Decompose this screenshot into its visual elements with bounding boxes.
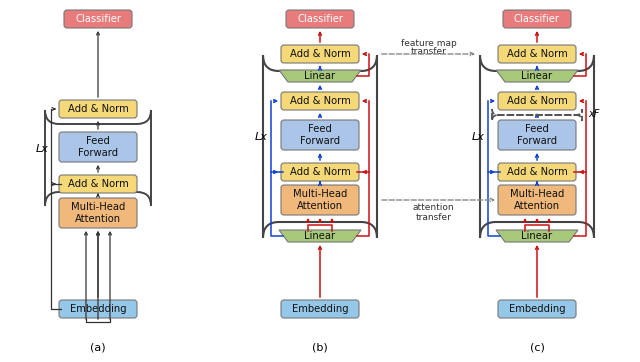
Text: Embedding: Embedding — [292, 304, 348, 314]
FancyBboxPatch shape — [281, 120, 359, 150]
FancyBboxPatch shape — [498, 120, 576, 150]
Text: Embedding: Embedding — [509, 304, 565, 314]
FancyBboxPatch shape — [281, 300, 359, 318]
Text: Multi-Head
Attention: Multi-Head Attention — [293, 189, 347, 211]
FancyBboxPatch shape — [498, 45, 576, 63]
FancyBboxPatch shape — [59, 132, 137, 162]
Text: Add & Norm: Add & Norm — [290, 96, 350, 106]
Text: Add & Norm: Add & Norm — [507, 49, 568, 59]
Text: Add & Norm: Add & Norm — [68, 179, 129, 189]
FancyBboxPatch shape — [498, 163, 576, 181]
FancyBboxPatch shape — [498, 92, 576, 110]
FancyBboxPatch shape — [59, 100, 137, 118]
Text: Feed
Forward: Feed Forward — [300, 124, 340, 146]
Polygon shape — [496, 230, 578, 242]
Text: (a): (a) — [90, 343, 106, 353]
Text: Add & Norm: Add & Norm — [507, 96, 568, 106]
FancyBboxPatch shape — [498, 185, 576, 215]
FancyBboxPatch shape — [286, 10, 354, 28]
Text: transfer: transfer — [415, 212, 451, 222]
FancyBboxPatch shape — [59, 300, 137, 318]
Text: Classifier: Classifier — [514, 14, 560, 24]
FancyBboxPatch shape — [64, 10, 132, 28]
FancyBboxPatch shape — [498, 300, 576, 318]
Text: Feed
Forward: Feed Forward — [78, 136, 118, 158]
FancyBboxPatch shape — [503, 10, 571, 28]
Text: Linear: Linear — [305, 71, 335, 81]
Text: Add & Norm: Add & Norm — [290, 49, 350, 59]
Text: Add & Norm: Add & Norm — [68, 104, 129, 114]
FancyBboxPatch shape — [281, 185, 359, 215]
Text: (b): (b) — [312, 343, 328, 353]
Text: feature map: feature map — [401, 38, 456, 47]
Polygon shape — [279, 230, 361, 242]
Polygon shape — [496, 70, 578, 82]
Text: Linear: Linear — [522, 231, 552, 241]
Text: xF: xF — [588, 109, 600, 119]
FancyBboxPatch shape — [59, 198, 137, 228]
Text: Add & Norm: Add & Norm — [507, 167, 568, 177]
Text: Lx: Lx — [36, 144, 49, 155]
Text: transfer: transfer — [411, 47, 447, 56]
Text: (c): (c) — [529, 343, 545, 353]
Text: Classifier: Classifier — [75, 14, 121, 24]
Text: Classifier: Classifier — [297, 14, 343, 24]
Text: Linear: Linear — [522, 71, 552, 81]
Polygon shape — [279, 70, 361, 82]
FancyBboxPatch shape — [281, 45, 359, 63]
Text: Linear: Linear — [305, 231, 335, 241]
FancyBboxPatch shape — [281, 163, 359, 181]
Text: Lx: Lx — [255, 131, 268, 142]
FancyBboxPatch shape — [281, 92, 359, 110]
Text: Lx: Lx — [472, 131, 484, 142]
FancyBboxPatch shape — [59, 175, 137, 193]
Text: Feed
Forward: Feed Forward — [517, 124, 557, 146]
Text: Multi-Head
Attention: Multi-Head Attention — [510, 189, 564, 211]
Text: attention: attention — [413, 203, 454, 212]
Text: Add & Norm: Add & Norm — [290, 167, 350, 177]
Text: Multi-Head
Attention: Multi-Head Attention — [71, 202, 125, 224]
Text: Embedding: Embedding — [70, 304, 126, 314]
